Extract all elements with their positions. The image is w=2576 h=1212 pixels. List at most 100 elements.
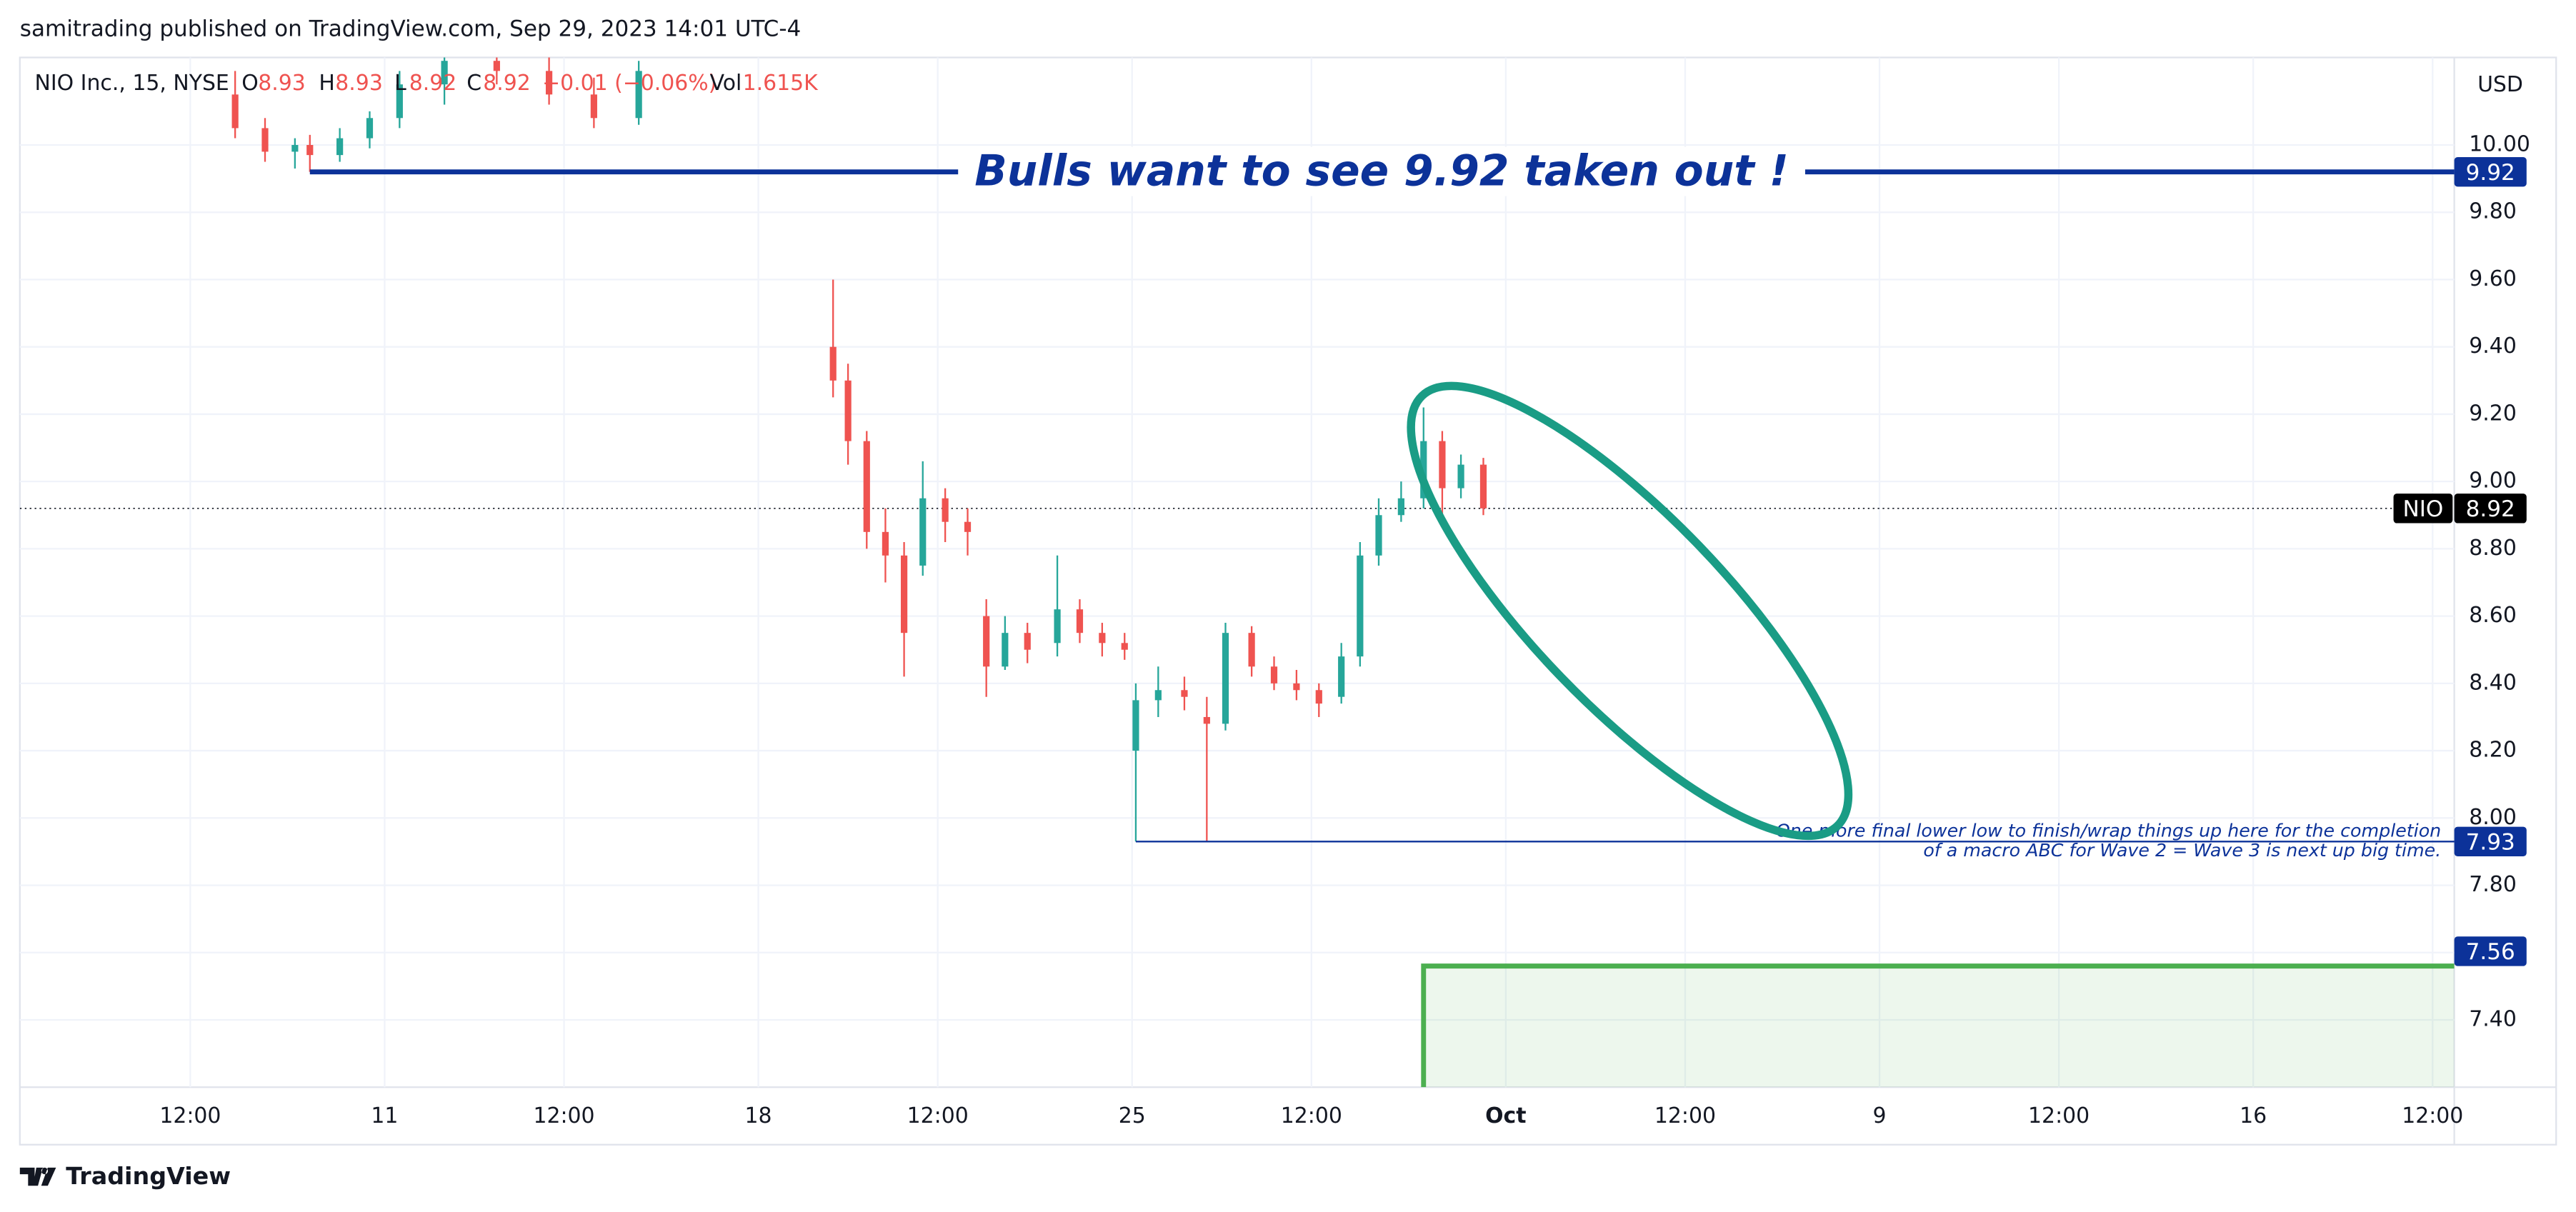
candle-body — [1222, 633, 1229, 724]
support-annotation: One more final lower low to finish/wrap … — [1776, 820, 2441, 841]
y-tick-label: 9.80 — [2469, 199, 2517, 224]
high-value: 8.93 — [335, 71, 383, 96]
close-value: 8.92 — [483, 71, 531, 96]
x-tick-label: 9 — [1873, 1103, 1887, 1128]
candle-body — [1121, 643, 1128, 650]
candle-body — [1002, 633, 1009, 667]
support-label-box — [2454, 826, 2527, 856]
candle-body — [1338, 656, 1345, 697]
volume-value: 1.615K — [743, 71, 819, 96]
symbol: NIO Inc., 15, NYSE — [35, 71, 229, 96]
zone-label-text: 7.56 — [2466, 939, 2515, 965]
x-tick-label: 11 — [371, 1103, 398, 1128]
candle-body — [919, 498, 927, 566]
y-tick-label: 8.20 — [2469, 738, 2517, 763]
high-label: H — [319, 71, 334, 96]
candle-body — [545, 71, 553, 95]
symbol-label: NIO — [2403, 496, 2444, 522]
candle-body — [261, 128, 269, 152]
candle-body — [1248, 633, 1255, 667]
y-tick-label: 9.00 — [2469, 469, 2517, 494]
y-tick-label: 7.40 — [2469, 1007, 2517, 1032]
low-label: L — [394, 71, 406, 96]
open-value: 8.93 — [258, 71, 306, 96]
candle-body — [291, 144, 299, 152]
candle-body — [1024, 633, 1031, 650]
candle-body — [844, 380, 852, 441]
candle-body — [231, 94, 239, 129]
y-tick-label: 8.40 — [2469, 670, 2517, 695]
y-tick-label: 9.20 — [2469, 401, 2517, 426]
y-tick-label: 8.80 — [2469, 536, 2517, 561]
brand-logo — [19, 1167, 56, 1186]
resistance-label-text: 9.92 — [2466, 160, 2515, 186]
candle-body — [1203, 716, 1210, 724]
resistance-text: Bulls want to see 9.92 taken out ! — [974, 147, 1789, 196]
candle-body — [1270, 666, 1278, 683]
x-tick-label: 12:00 — [907, 1103, 969, 1128]
x-tick-label: 12:00 — [2402, 1103, 2463, 1128]
candle-body — [1439, 441, 1446, 489]
y-tick-label: 8.60 — [2469, 603, 2517, 628]
grid — [19, 57, 2455, 1088]
candle-body — [882, 531, 889, 556]
x-tick-label: 12:00 — [1654, 1103, 1716, 1128]
candle-body — [1375, 515, 1382, 556]
highlight-ellipse — [1407, 381, 1853, 841]
candle-body — [1293, 683, 1300, 691]
target-zone — [1423, 966, 2455, 1088]
candle-body — [1357, 555, 1364, 657]
candle-body — [1076, 609, 1084, 633]
candle-body — [1181, 690, 1188, 697]
target-zone-edge — [1421, 963, 2455, 1088]
candle-body — [441, 61, 448, 85]
candle-body — [493, 61, 500, 71]
y-tick-label: 9.40 — [2469, 334, 2517, 359]
candle-body — [1397, 498, 1404, 516]
zone-label-box — [2454, 936, 2527, 966]
x-tick-label: 25 — [1119, 1103, 1146, 1128]
legend: NIO Inc., 15, NYSE O 8.93 H 8.93 L 8.92 … — [35, 71, 819, 96]
candle-body — [396, 84, 403, 119]
brand: TradingView — [66, 1162, 231, 1190]
x-tick-label: 12:00 — [2028, 1103, 2090, 1128]
y-tick-label: 8.00 — [2469, 805, 2517, 830]
change: −0.01 (−0.06%) — [542, 71, 717, 96]
support-label-text: 7.93 — [2466, 830, 2515, 856]
candle-body — [366, 118, 374, 139]
y-tick-label: 9.60 — [2469, 266, 2517, 291]
candle-body — [1132, 700, 1139, 751]
plot-area — [19, 57, 2455, 1088]
candle-body — [983, 616, 990, 667]
x-tick-label: 18 — [745, 1103, 772, 1128]
overlay: Bulls want to see 9.92 taken out ! One mo… — [309, 146, 2455, 861]
candle-body — [942, 498, 949, 522]
candle-body — [635, 71, 642, 119]
support-annotation: of a macro ABC for Wave 2 = Wave 3 is ne… — [1923, 840, 2441, 861]
currency: USD — [2477, 72, 2523, 97]
x-tick-label: 12:00 — [159, 1103, 221, 1128]
x-tick-label: 12:00 — [533, 1103, 594, 1128]
candle-body — [863, 441, 870, 532]
candle-body — [1154, 690, 1162, 701]
candle-body — [900, 555, 908, 633]
resistance-label-box — [2454, 156, 2527, 187]
candle-body — [1457, 464, 1464, 489]
publish-info: samitrading published on TradingView.com… — [20, 16, 802, 41]
candle-body — [964, 521, 972, 532]
candle-body — [1479, 464, 1487, 509]
candle-body — [336, 138, 344, 156]
symbol-box — [2393, 494, 2453, 524]
resistance-text-bg — [958, 146, 1805, 196]
y-tick-label: 7.80 — [2469, 872, 2517, 897]
chart-frame — [19, 56, 2557, 1146]
candle-body — [306, 144, 314, 156]
x-tick-label: 16 — [2240, 1103, 2267, 1128]
candle-body — [1054, 609, 1061, 643]
candle-body — [1420, 441, 1427, 499]
x-tick-label: Oct — [1485, 1103, 1526, 1128]
low-value: 8.92 — [409, 71, 457, 96]
y-tick-label: 10.00 — [2469, 131, 2530, 156]
